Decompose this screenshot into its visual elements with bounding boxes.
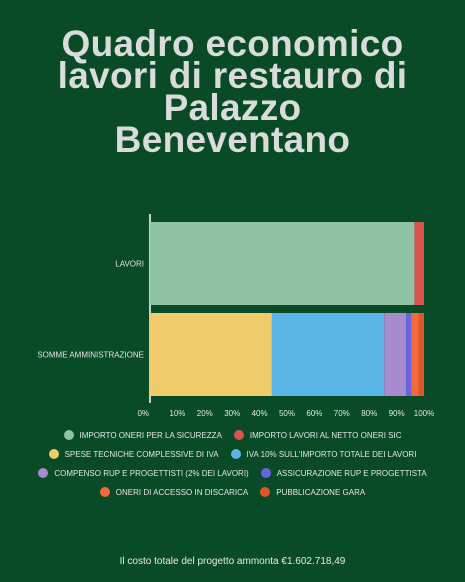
legend-label: IVA 10% SULL'IMPORTO TOTALE DEI LAVORI (246, 449, 417, 459)
title-line-1: Quadro economico (61, 23, 404, 64)
legend-label: ASSICURAZIONE RUP E PROGETTISTA (276, 468, 427, 478)
x-tick-label: 40% (252, 409, 268, 418)
x-tick-label: 20% (197, 409, 213, 418)
legend-item: SPESE TECNICHE COMPLESSIVE DI IVA (48, 449, 219, 459)
x-tick-label: 30% (224, 409, 240, 418)
bar-segment (411, 313, 419, 396)
x-tick-label: 50% (279, 409, 295, 418)
legend-row: COMPENSO RUP E PROGETTISTI (2% DEI LAVOR… (0, 468, 465, 478)
bar-segment (384, 313, 407, 396)
x-tick-label: 0% (137, 409, 149, 418)
legend-row: SPESE TECNICHE COMPLESSIVE DI IVA IVA 10… (0, 449, 465, 459)
legend-item: IVA 10% SULL'IMPORTO TOTALE DEI LAVORI (230, 449, 417, 459)
legend-swatch (233, 430, 244, 440)
chart-title: Quadro economico lavori di restauro di P… (0, 23, 465, 160)
legend-item: ASSICURAZIONE RUP E PROGETTISTA (260, 468, 427, 478)
bar-segment (150, 222, 415, 305)
legend-row: IMPORTO ONERI PER LA SICUREZZA IMPORTO L… (0, 430, 465, 440)
title-line-2: lavori di restauro di (57, 55, 408, 96)
category-label: SOMME AMMINISTRAZIONE (37, 351, 144, 360)
legend-swatch (230, 449, 241, 459)
legend-label: IMPORTO ONERI PER LA SICUREZZA (79, 430, 222, 440)
legend-swatch (63, 430, 74, 440)
legend-label: SPESE TECNICHE COMPLESSIVE DI IVA (64, 449, 219, 459)
legend-swatch (48, 449, 59, 459)
category-label: LAVORI (115, 260, 144, 269)
legend-swatch (99, 487, 110, 497)
x-tick-label: 100% (414, 409, 434, 418)
title-line-4: Beneventano (114, 119, 351, 160)
x-tick-label: 70% (334, 409, 350, 418)
legend-swatch (38, 468, 49, 478)
x-tick-label: 80% (361, 409, 377, 418)
bar-segment (406, 313, 412, 396)
legend-item: PUBBLICAZIONE GARA (260, 487, 365, 497)
legend-label: COMPENSO RUP E PROGETTISTI (2% DEI LAVOR… (54, 468, 249, 478)
bar-segment (150, 313, 272, 396)
x-tick-label: 60% (306, 409, 322, 418)
x-tick-label: 90% (389, 409, 405, 418)
legend-item: IMPORTO ONERI PER LA SICUREZZA (63, 430, 222, 440)
bar-segment (271, 313, 385, 396)
legend-swatch (260, 487, 271, 497)
legend-item: COMPENSO RUP E PROGETTISTI (2% DEI LAVOR… (38, 468, 249, 478)
legend-label: IMPORTO LAVORI AL NETTO ONERI SIC (249, 430, 402, 440)
legend-label: ONERI DI ACCESSO IN DISCARICA (115, 487, 249, 497)
title-line-3: Palazzo (163, 87, 302, 128)
x-tick-label: 10% (169, 409, 185, 418)
legend-swatch (260, 468, 271, 478)
legend-item: IMPORTO LAVORI AL NETTO ONERI SIC (233, 430, 402, 440)
legend-row: ONERI DI ACCESSO IN DISCARICA PUBBLICAZI… (0, 487, 465, 497)
stacked-bar-chart: LAVORI SOMME AMMINISTRAZIONE 0% 10% 20% 30% 40… (37, 214, 434, 418)
bar-segment (418, 313, 424, 396)
total-cost-note: Il costo totale del progetto ammonta €1.… (119, 556, 346, 567)
legend-label: PUBBLICAZIONE GARA (276, 487, 366, 497)
chart-legend: IMPORTO ONERI PER LA SICUREZZA IMPORTO L… (0, 430, 465, 506)
legend-item: ONERI DI ACCESSO IN DISCARICA (99, 487, 249, 497)
bar-segment (414, 222, 424, 305)
